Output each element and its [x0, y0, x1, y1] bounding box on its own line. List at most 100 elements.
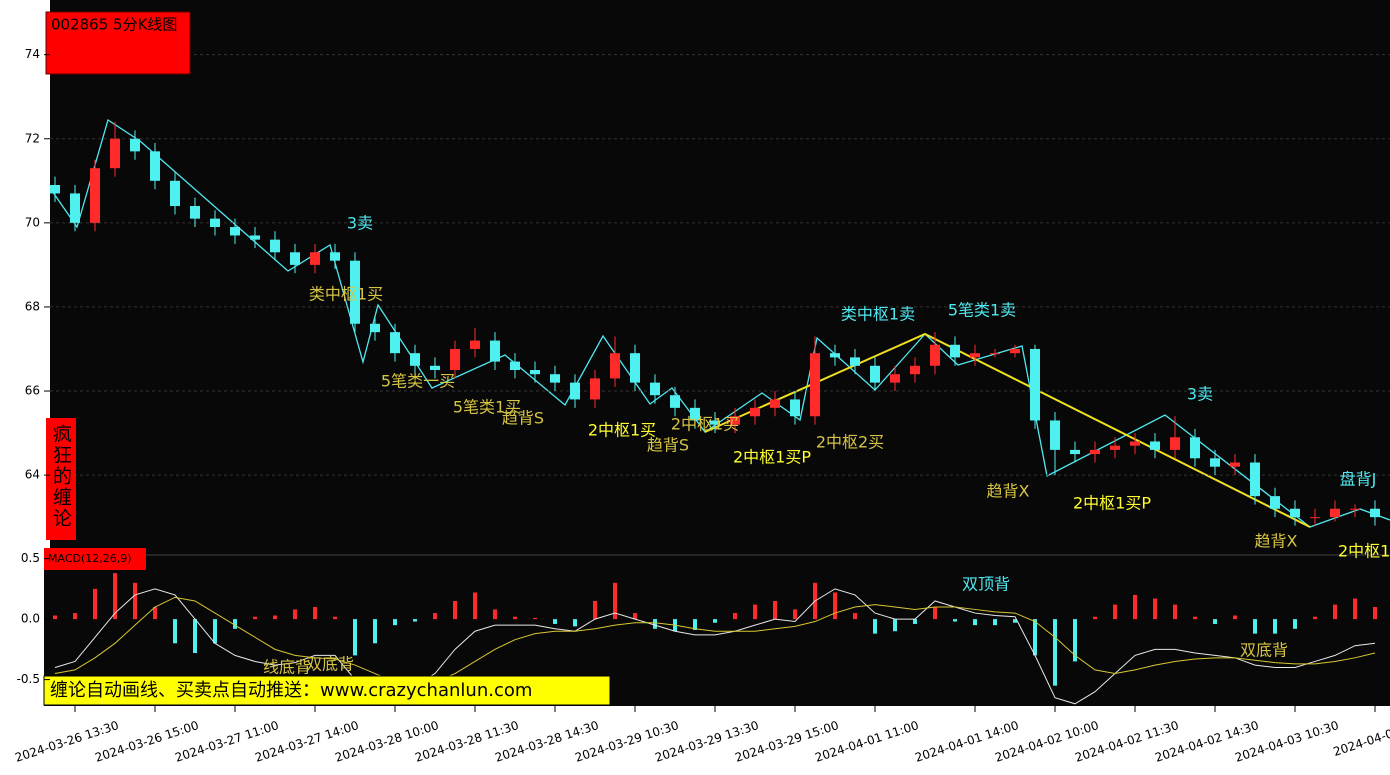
candle-body [830, 353, 840, 358]
y-tick-label: 74 [25, 47, 40, 61]
annotation: 类中枢1卖 [841, 305, 915, 324]
candle-body [290, 252, 300, 265]
macd-bar [613, 582, 617, 620]
candle-body [750, 407, 760, 417]
candle-body [630, 353, 640, 383]
annotation: 2中枢2买 [816, 433, 884, 452]
y-tick-label: 0.5 [21, 551, 40, 565]
macd-bar [93, 588, 97, 620]
candle-body [930, 344, 940, 366]
candle-body [230, 227, 240, 236]
macd-bar [253, 616, 257, 620]
candle-body [510, 361, 520, 370]
candle-body [950, 344, 960, 358]
annotation: 5笔类一买 [381, 372, 455, 391]
macd-bar [393, 619, 397, 626]
y-tick-label: 0.0 [21, 612, 40, 626]
side-label-box [46, 418, 76, 540]
x-tick-label: 2024-04-03 [1332, 724, 1390, 759]
candle-body [450, 348, 460, 370]
candle-body [590, 378, 600, 400]
macd-bar [773, 600, 777, 620]
candle-body [970, 353, 980, 358]
macd-bar [353, 619, 357, 656]
candle-body [850, 357, 860, 366]
banner-box [43, 675, 611, 706]
candle-body [770, 399, 780, 408]
candle-body [1010, 348, 1020, 354]
macd-bar [1113, 604, 1117, 620]
candle-body [150, 151, 160, 181]
macd-bar [893, 619, 897, 632]
macd-bar [1333, 604, 1337, 620]
annotation: 双底背 [1240, 641, 1288, 660]
candle-body [470, 340, 480, 349]
macd-bar [413, 619, 417, 622]
annotation: 5笔类1卖 [948, 301, 1016, 320]
annotation: 2中枢1买P [733, 448, 811, 467]
candle-body [250, 235, 260, 240]
macd-bar [1153, 598, 1157, 620]
annotation: 线底背 [263, 658, 311, 677]
macd-bar [793, 609, 797, 620]
candle-body [270, 239, 280, 253]
macd-bar [1273, 619, 1277, 634]
marks [50, 54, 1390, 705]
candle-body [1230, 462, 1240, 467]
annotation: 2中枢1买P [1073, 494, 1151, 513]
stroke-line [49, 118, 1390, 528]
macd-bar [993, 619, 997, 626]
macd-bar [1073, 619, 1077, 662]
macd-bar [1013, 619, 1017, 623]
macd-bar [573, 619, 577, 627]
macd-bar [693, 619, 697, 630]
candle-body [1030, 348, 1040, 421]
macd-bar [833, 592, 837, 620]
candle-body [990, 353, 1000, 355]
candle-body [1170, 437, 1180, 450]
y-tick-label: 70 [25, 215, 40, 229]
price-panel [50, 0, 1390, 555]
candle-body [1370, 508, 1380, 518]
candle-body [1250, 462, 1260, 497]
macd-bar [493, 609, 497, 620]
macd-bar [1373, 607, 1377, 620]
macd-bar [73, 613, 77, 620]
annotation: 双底背 [306, 655, 354, 674]
candle-body [90, 168, 100, 223]
macd-bar [653, 619, 657, 629]
macd-bar [473, 592, 477, 620]
annotation: 3卖 [347, 214, 373, 233]
candle-body [650, 382, 660, 396]
annotation: 盘背J [1340, 470, 1377, 489]
macd-bar [953, 619, 957, 622]
candle-body [1090, 449, 1100, 455]
candle-body [70, 193, 80, 223]
macd-bar [433, 613, 437, 620]
candle-body [170, 180, 180, 207]
macd-bar [153, 607, 157, 620]
annotations: 3卖 类中枢1买 5笔类一买 5笔类1买 趋背S 2中枢1买 趋背S 2中枢1买… [263, 214, 1390, 677]
candle-body [1310, 517, 1320, 519]
macd-bar [1173, 604, 1177, 620]
candle-body [790, 399, 800, 417]
candle-body [490, 340, 500, 362]
candle-body [670, 395, 680, 408]
annotation: 双顶背 [962, 575, 1010, 594]
macd-bar [1093, 616, 1097, 620]
candle-body [690, 407, 700, 421]
macd-bar [1313, 616, 1317, 620]
candle-body [110, 138, 120, 169]
annotation: 3卖 [1187, 385, 1213, 404]
annotation: 2中枢1买 [671, 415, 739, 434]
macd-bar [713, 619, 717, 623]
macd-bar [193, 619, 197, 653]
annotation: 趋背X [1255, 532, 1298, 551]
macd-bar [753, 604, 757, 620]
macd-line [54, 596, 1376, 687]
candle-body [1270, 496, 1280, 509]
segment-line [704, 332, 1311, 528]
candle-body [1350, 508, 1360, 510]
macd-bar [313, 607, 317, 620]
macd-bar [633, 613, 637, 620]
